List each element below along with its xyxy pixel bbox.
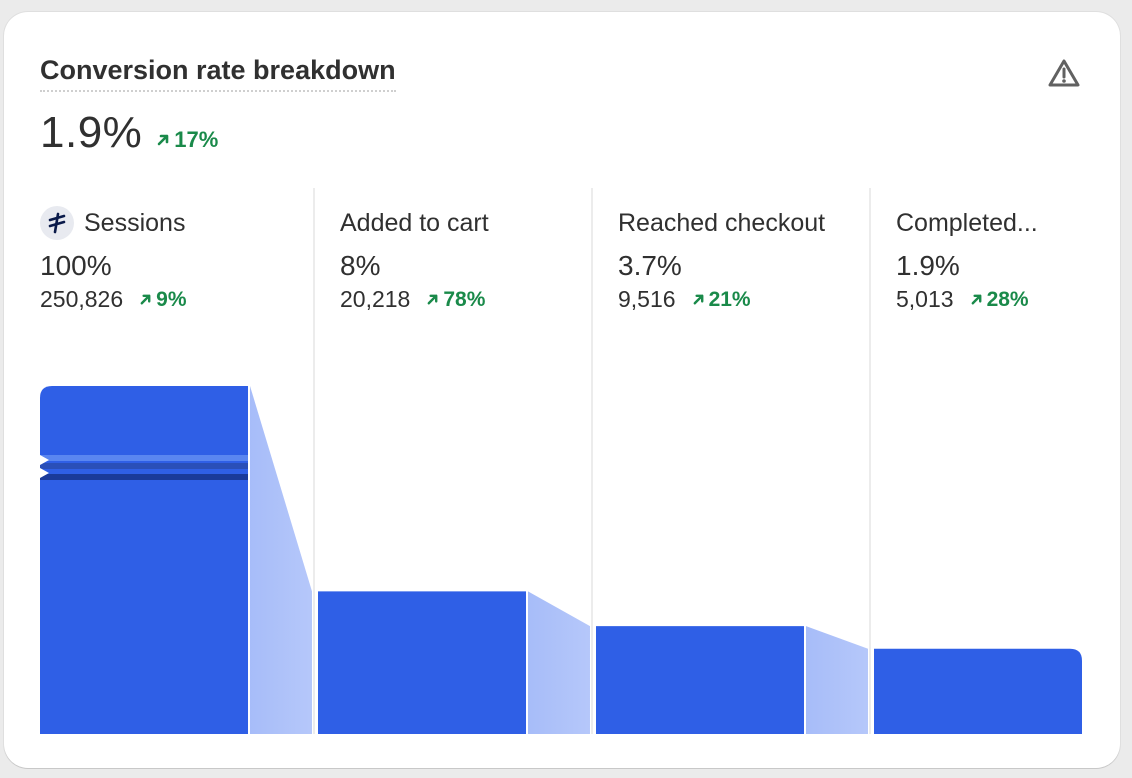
column-divider [313,188,315,734]
conversion-rate-change: 17% [156,127,218,153]
step-label: Sessions [84,208,186,237]
step-count: 20,218 [340,286,411,312]
step-change: 78% [426,288,485,312]
funnel-marker-stripe [40,455,248,461]
headline-metric: 1.9% 17% [40,108,218,158]
column-divider [869,188,871,734]
step-change-label: 78% [443,287,486,311]
funnel-bar[interactable] [318,591,526,734]
funnel-bar[interactable] [596,626,804,734]
step-count: 5,013 [896,286,954,312]
funnel-marker-notch [40,468,49,478]
step-label: Added to cart [340,208,489,237]
step-percentage: 8% [340,250,381,281]
funnel-marker-stripe [40,474,248,480]
funnel-step-sessions[interactable]: Sessions 100% 250,826 9% [40,206,187,313]
step-change: 9% [139,287,187,312]
step-change-label: 21% [708,287,751,311]
funnel-bar[interactable] [40,386,248,734]
arrow-up-right-icon [692,288,705,312]
column-divider [591,188,593,734]
warning-triangle-icon[interactable] [1047,56,1081,90]
step-count: 250,826 [40,286,124,312]
funnel-step-added-to-cart[interactable]: Added to cart 8% 20,218 78% [340,206,489,313]
funnel-bar[interactable] [874,648,1082,734]
funnel-marker-stripe [40,463,248,469]
arrow-up-right-icon [426,288,439,312]
funnel-step-reached-checkout[interactable]: Reached checkout 3.7% 9,516 21% [618,206,825,313]
funnel-connector [250,386,312,734]
funnel-connector [806,626,868,734]
funnel-step-completed[interactable]: Completed... 1.9% 5,013 28% [896,206,1038,313]
arrow-up-right-icon [139,288,152,312]
step-label: Completed... [896,208,1038,237]
step-percentage: 1.9% [896,250,960,281]
funnel-chart [40,386,1082,734]
conversion-rate-change-label: 17% [174,127,219,152]
funnel-marker-notch [40,455,49,465]
step-change-label: 28% [986,287,1029,311]
conversion-rate-card: Conversion rate breakdown 1.9% 17% [4,12,1120,768]
step-change: 28% [970,288,1029,312]
step-percentage: 3.7% [618,250,682,281]
step-count: 9,516 [618,286,676,312]
step-change: 21% [692,288,751,312]
arrow-up-right-icon [156,127,170,153]
step-label: Reached checkout [618,208,826,237]
step-change-label: 9% [156,287,187,311]
funnel-connector [528,591,590,734]
conversion-rate-value: 1.9% [40,108,143,157]
traffic-source-icon [40,206,74,240]
card-title[interactable]: Conversion rate breakdown [40,55,396,92]
arrow-up-right-icon [970,288,983,312]
step-percentage: 100% [40,250,112,281]
